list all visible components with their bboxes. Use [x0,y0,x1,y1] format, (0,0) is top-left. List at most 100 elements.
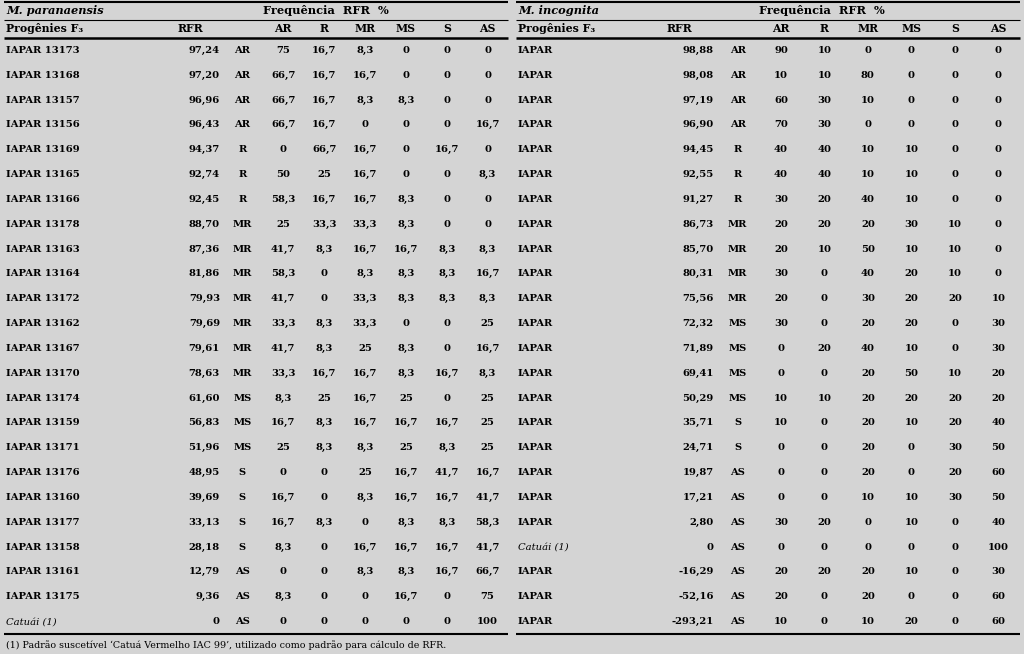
Text: 0: 0 [821,369,828,378]
Text: 16,7: 16,7 [353,170,377,179]
Text: 10: 10 [904,518,919,526]
Text: IAPAR 13177: IAPAR 13177 [6,518,80,526]
Text: 16,7: 16,7 [353,369,377,378]
Text: 2,80: 2,80 [689,518,714,526]
Text: R: R [239,145,247,154]
Text: 30: 30 [991,568,1006,576]
Text: MR: MR [728,220,748,229]
Text: IAPAR 13166: IAPAR 13166 [6,195,80,204]
Text: 33,3: 33,3 [352,319,377,328]
Text: 33,3: 33,3 [271,369,296,378]
Text: 8,3: 8,3 [479,294,497,303]
Text: 80,31: 80,31 [682,269,714,279]
Text: 8,3: 8,3 [438,269,456,279]
Text: 30: 30 [774,518,788,526]
Text: S: S [734,419,741,428]
Text: 0: 0 [484,95,492,105]
Text: 0: 0 [402,46,410,55]
Text: Progênies F₃: Progênies F₃ [6,24,83,35]
Text: 0: 0 [443,195,451,204]
Text: Catuái (1): Catuái (1) [6,617,56,626]
Text: IAPAR 13168: IAPAR 13168 [6,71,80,80]
Text: 20: 20 [861,369,874,378]
Text: 10: 10 [817,245,831,254]
Text: M. paranaensis: M. paranaensis [6,5,103,16]
Text: 20: 20 [948,468,962,477]
Text: IAPAR: IAPAR [518,493,553,502]
Text: 8,3: 8,3 [356,269,374,279]
Text: 92,45: 92,45 [188,195,220,204]
Text: 20: 20 [904,269,919,279]
Text: Frequência  RFR  %: Frequência RFR % [263,5,388,16]
Text: 0: 0 [821,443,828,453]
Text: AS: AS [479,24,496,35]
Text: IAPAR: IAPAR [518,245,553,254]
Text: IAPAR 13160: IAPAR 13160 [6,493,80,502]
Text: 0: 0 [951,46,958,55]
Text: 40: 40 [817,145,831,154]
Text: 0: 0 [777,468,784,477]
Text: 30: 30 [991,319,1006,328]
Text: IAPAR: IAPAR [518,46,553,55]
Text: IAPAR: IAPAR [518,593,553,601]
Text: 0: 0 [443,394,451,403]
Text: IAPAR 13164: IAPAR 13164 [6,269,80,279]
Text: AR: AR [729,46,745,55]
Text: AS: AS [730,543,745,551]
Text: 10: 10 [817,46,831,55]
Text: 96,90: 96,90 [683,120,714,129]
Text: 16,7: 16,7 [271,493,296,502]
Text: IAPAR: IAPAR [518,518,553,526]
Text: AS: AS [730,568,745,576]
Text: 75,56: 75,56 [682,294,714,303]
Text: 8,3: 8,3 [315,419,333,428]
Text: IAPAR: IAPAR [518,468,553,477]
Text: AR: AR [729,95,745,105]
Text: IAPAR 13158: IAPAR 13158 [6,543,80,551]
Text: 0: 0 [951,543,958,551]
Text: 8,3: 8,3 [274,593,292,601]
Text: 66,7: 66,7 [312,145,336,154]
Text: 0: 0 [994,95,1001,105]
Text: 16,7: 16,7 [393,468,418,477]
Text: 0: 0 [821,468,828,477]
Text: IAPAR: IAPAR [518,294,553,303]
Text: 8,3: 8,3 [315,245,333,254]
Text: 33,3: 33,3 [312,220,336,229]
Text: 16,7: 16,7 [353,394,377,403]
Text: MR: MR [232,245,252,254]
Text: 8,3: 8,3 [397,220,415,229]
Text: 0: 0 [994,170,1001,179]
Text: 16,7: 16,7 [353,145,377,154]
Text: 16,7: 16,7 [434,493,459,502]
Text: 0: 0 [908,543,914,551]
Text: 40: 40 [817,170,831,179]
Text: IAPAR: IAPAR [518,394,553,403]
Text: 20: 20 [817,518,831,526]
Text: 80: 80 [861,71,874,80]
Text: AR: AR [234,95,251,105]
Text: 0: 0 [402,71,410,80]
Text: 96,43: 96,43 [188,120,220,129]
Text: 20: 20 [948,419,962,428]
Text: MS: MS [728,344,746,353]
Text: 16,7: 16,7 [434,369,459,378]
Text: 10: 10 [904,568,919,576]
Text: 92,55: 92,55 [683,170,714,179]
Text: 8,3: 8,3 [438,294,456,303]
Text: 75: 75 [276,46,290,55]
Text: 41,7: 41,7 [271,344,296,353]
Text: 10: 10 [861,145,874,154]
Text: 10: 10 [904,195,919,204]
Text: 98,88: 98,88 [683,46,714,55]
Text: 25: 25 [480,319,495,328]
Text: 25: 25 [276,220,290,229]
Text: 20: 20 [774,568,788,576]
Text: S: S [239,493,246,502]
Text: 0: 0 [908,71,914,80]
Text: IAPAR 13163: IAPAR 13163 [6,245,80,254]
Text: 0: 0 [484,220,492,229]
Text: 0: 0 [951,344,958,353]
Text: 20: 20 [991,369,1006,378]
Text: 0: 0 [402,617,410,626]
